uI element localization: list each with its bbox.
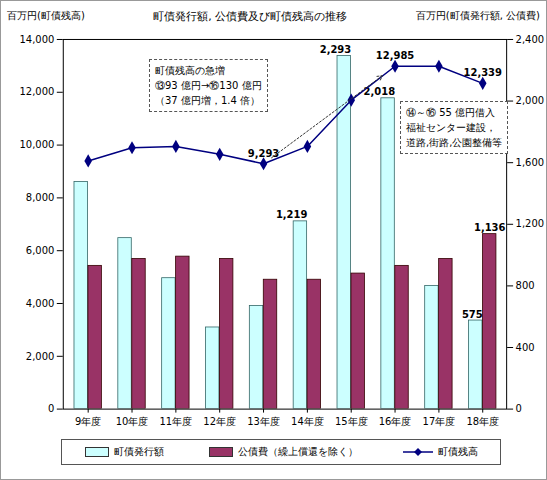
svg-text:1,219: 1,219 (276, 209, 308, 220)
svg-text:12,339: 12,339 (464, 67, 502, 78)
svg-text:12,985: 12,985 (376, 50, 414, 61)
svg-text:10,000: 10,000 (19, 139, 54, 150)
svg-text:575: 575 (462, 309, 483, 320)
svg-text:14,000: 14,000 (19, 34, 54, 45)
html-text:町債残高の急増: 町債残高の急増 (155, 65, 225, 76)
svg-text:9年度: 9年度 (75, 416, 101, 427)
svg-text:2,400: 2,400 (516, 34, 545, 45)
html-text:道路,街路,公園整備等: 道路,街路,公園整備等 (406, 137, 503, 148)
svg-text:0: 0 (516, 403, 522, 414)
svg-text:1,600: 1,600 (516, 157, 545, 168)
svg-text:17年度: 17年度 (423, 416, 456, 427)
html-text:⑭～⑯ 55 億円借入: ⑭～⑯ 55 億円借入 (406, 107, 496, 118)
html-text:（37 億円増，1.4 倍）: （37 億円増，1.4 倍） (155, 95, 260, 106)
html-text:百万円(町債残高): 百万円(町債残高) (7, 10, 85, 21)
html-text:公債費（繰上償還を除く）: 公債費（繰上償還を除く） (237, 446, 358, 457)
svg-text:2,000: 2,000 (26, 350, 54, 361)
svg-text:13年度: 13年度 (247, 416, 280, 427)
html-text:町債発行額: 町債発行額 (113, 446, 164, 457)
html-text:百万円(町債発行額, 公債費): 百万円(町債発行額, 公債費) (415, 10, 540, 21)
svg-text:14年度: 14年度 (291, 416, 324, 427)
svg-text:11年度: 11年度 (160, 416, 193, 427)
svg-text:2,018: 2,018 (364, 86, 396, 97)
svg-text:1,136: 1,136 (474, 222, 506, 233)
svg-text:800: 800 (516, 280, 535, 291)
html-text:⑬93 億円→⑯130 億円: ⑬93 億円→⑯130 億円 (155, 80, 262, 91)
svg-text:16年度: 16年度 (379, 416, 412, 427)
html-text:町債発行額, 公債費及び町債残高の推移: 町債発行額, 公債費及び町債残高の推移 (153, 9, 348, 23)
svg-text:4,000: 4,000 (26, 298, 54, 309)
svg-text:8,000: 8,000 (26, 192, 54, 203)
svg-text:0: 0 (48, 403, 54, 414)
svg-text:12,000: 12,000 (19, 86, 54, 97)
html-text:福祉センター建設，: 福祉センター建設， (406, 122, 496, 133)
svg-text:10年度: 10年度 (116, 416, 149, 427)
svg-text:18年度: 18年度 (466, 416, 499, 427)
svg-text:2,000: 2,000 (516, 95, 545, 106)
svg-text:6,000: 6,000 (26, 245, 54, 256)
svg-text:400: 400 (516, 342, 535, 353)
svg-text:9,293: 9,293 (248, 148, 280, 159)
svg-text:1,200: 1,200 (516, 218, 545, 229)
svg-text:2,293: 2,293 (320, 44, 352, 55)
svg-text:15年度: 15年度 (335, 416, 368, 427)
html-text:町債残高: 町債残高 (437, 446, 478, 457)
svg-text:12年度: 12年度 (203, 416, 236, 427)
